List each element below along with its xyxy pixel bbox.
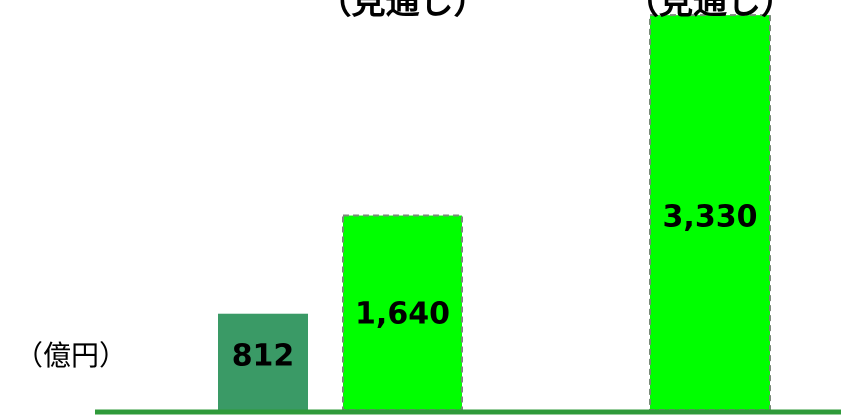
category-label: （見通し） — [625, 0, 795, 23]
value-label: 1,640 — [355, 297, 450, 332]
value-label: 3,330 — [663, 200, 758, 235]
unit-label: （億円） — [15, 339, 127, 372]
category-label: （見通し） — [318, 0, 488, 23]
bar — [218, 313, 308, 410]
bar — [342, 214, 463, 411]
value-label: 812 — [232, 339, 295, 374]
